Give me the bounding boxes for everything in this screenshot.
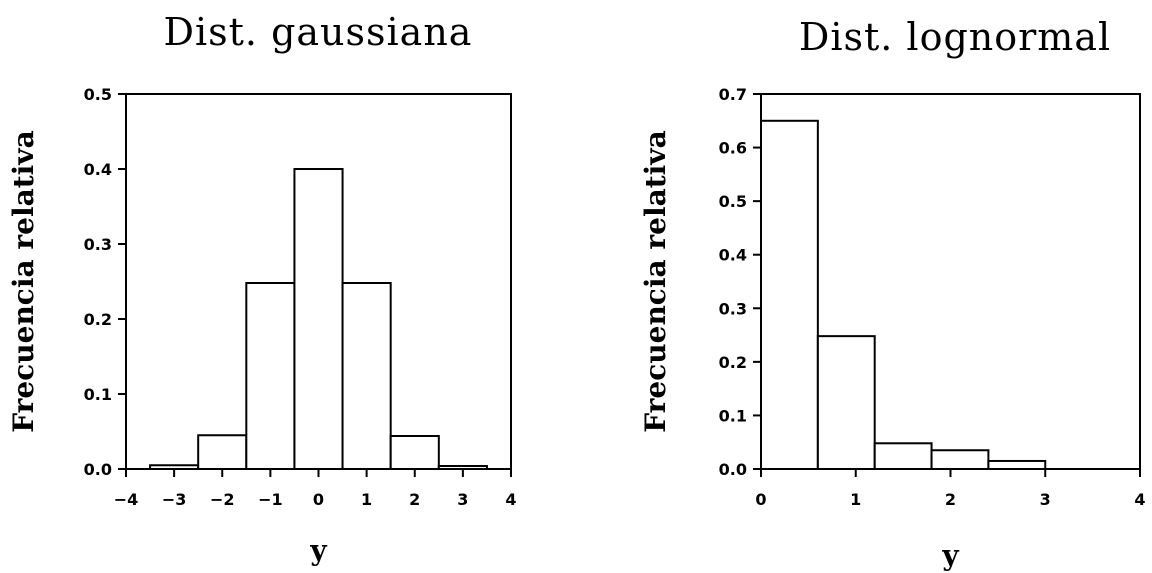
chart-1: Dist. gaussiana 0.0 0.1 0.2 0.3 0.4 0.5 −4 −3 −2 −… bbox=[7, 10, 517, 567]
x-axis-label: y bbox=[941, 539, 959, 572]
histogram-bar bbox=[197, 434, 248, 470]
histogram-bar bbox=[245, 282, 296, 470]
x-tick-label: 3 bbox=[457, 490, 468, 509]
chart-title: Dist. lognormal bbox=[799, 15, 1111, 59]
y-axis-label: Frecuencia relativa bbox=[639, 130, 672, 432]
histogram-bar bbox=[873, 442, 933, 470]
y-axis-label: Frecuencia relativa bbox=[7, 130, 40, 432]
y-tick-label: 0.7 bbox=[719, 85, 747, 104]
x-tick-label: −2 bbox=[210, 490, 235, 509]
x-tick-label: 3 bbox=[1040, 490, 1051, 509]
x-tick-label: −3 bbox=[162, 490, 187, 509]
y-tick-label: 0.4 bbox=[719, 246, 747, 265]
y-tick-label: 0.0 bbox=[84, 460, 112, 479]
x-tick-label: 4 bbox=[1134, 490, 1145, 509]
x-tick-label: −4 bbox=[114, 490, 139, 509]
histogram-bar bbox=[293, 168, 344, 470]
y-tick-label: 0.1 bbox=[719, 406, 747, 425]
x-tick-label: 2 bbox=[409, 490, 420, 509]
y-tick-label: 0.5 bbox=[719, 192, 747, 211]
histogram-bar bbox=[760, 119, 819, 471]
x-tick-label: 0 bbox=[755, 490, 766, 509]
histogram-bar bbox=[987, 459, 1047, 471]
x-axis-label: y bbox=[309, 534, 327, 567]
x-tick-label: 0 bbox=[313, 490, 324, 509]
y-tick-label: 0.1 bbox=[84, 385, 112, 404]
y-tick-label: 0.3 bbox=[84, 235, 112, 254]
x-tick-label: 1 bbox=[850, 490, 861, 509]
histogram-bar bbox=[816, 335, 876, 470]
y-tick-label: 0.0 bbox=[719, 460, 747, 479]
y-tick-label: 0.2 bbox=[719, 353, 747, 372]
y-tick-label: 0.5 bbox=[84, 85, 112, 104]
y-tick-label: 0.6 bbox=[719, 139, 747, 158]
x-tick-label: 1 bbox=[361, 490, 372, 509]
y-tick-label: 0.3 bbox=[719, 299, 747, 318]
histogram-bar bbox=[341, 282, 392, 470]
histogram-bar bbox=[389, 435, 440, 470]
y-tick-label: 0.4 bbox=[84, 160, 112, 179]
x-tick-label: −1 bbox=[258, 490, 283, 509]
chart-2: Dist. lognormal 0.0 0.1 0.2 0.3 0.4 0.5 0.6 0.7 0… bbox=[639, 15, 1146, 572]
x-tick-label: 2 bbox=[945, 490, 956, 509]
y-tick-label: 0.2 bbox=[84, 310, 112, 329]
x-tick-label: 4 bbox=[505, 490, 516, 509]
chart-title: Dist. gaussiana bbox=[164, 10, 473, 54]
histogram-bar bbox=[930, 449, 990, 470]
